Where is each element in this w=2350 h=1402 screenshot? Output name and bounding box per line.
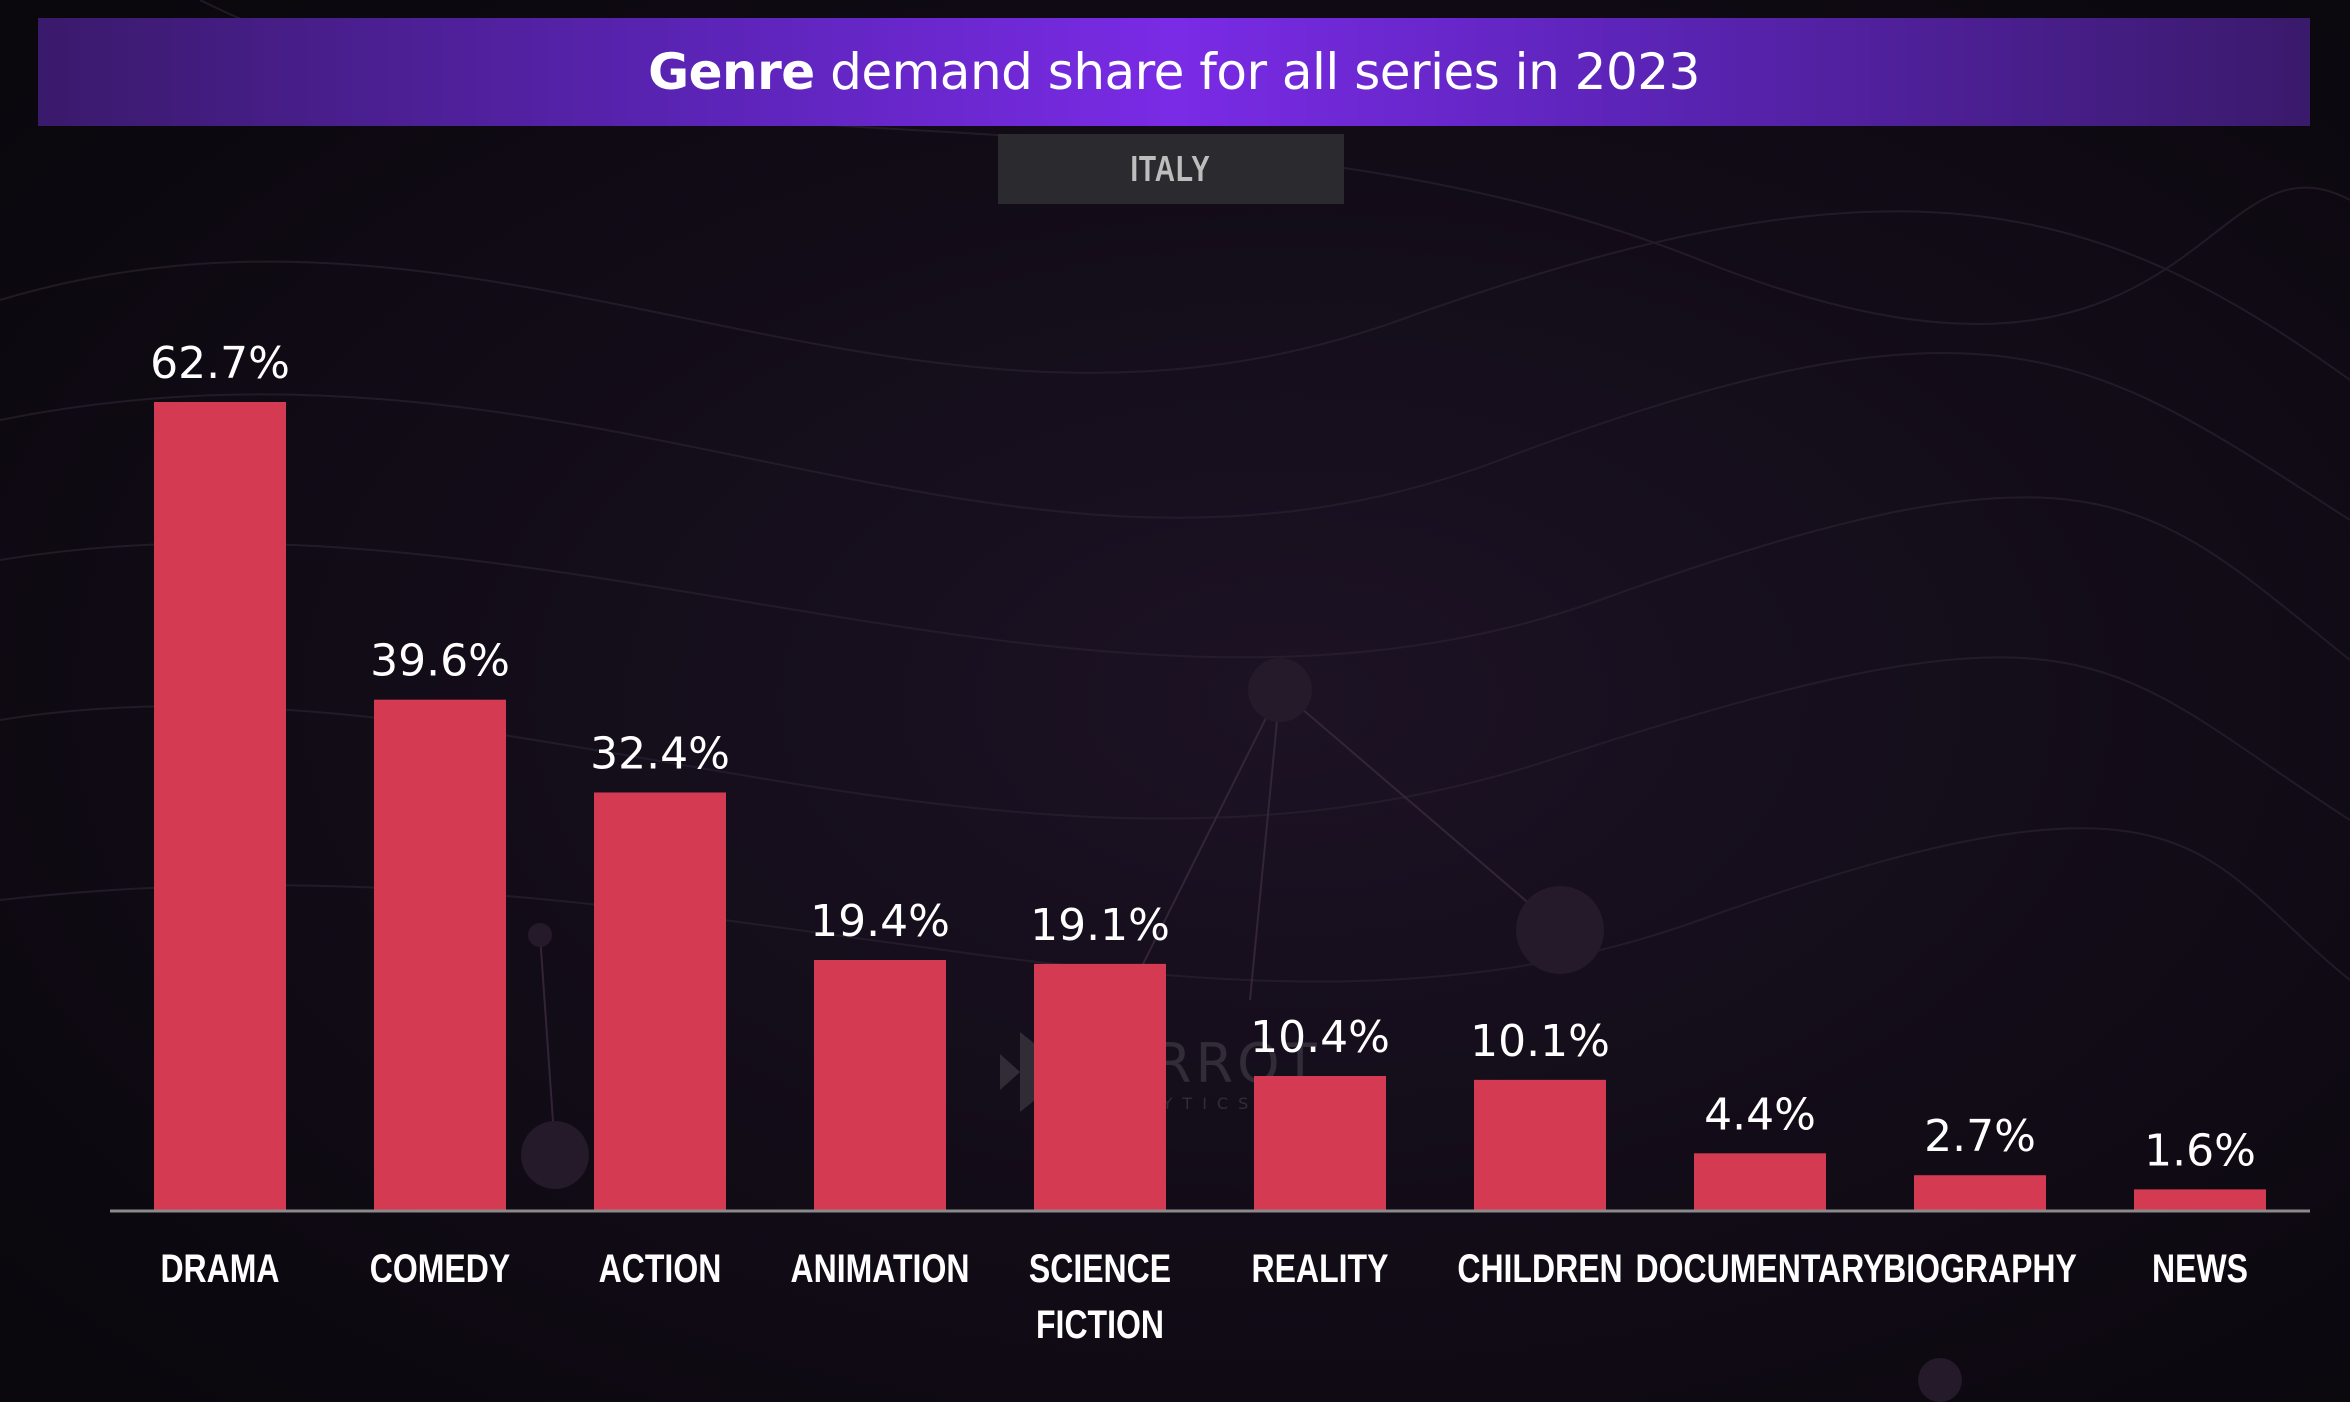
category-label-line: FICTION (1036, 1302, 1164, 1347)
category-label-children: CHILDREN (1457, 1246, 1622, 1291)
bar-animation (814, 959, 946, 1210)
bar-action (594, 792, 726, 1210)
category-label-line: REALITY (1252, 1246, 1389, 1291)
chart-title: Genre demand share for all series in 202… (648, 43, 1700, 101)
category-label-news: NEWS (2152, 1246, 2248, 1291)
bar-comedy (374, 699, 506, 1210)
value-label-science-fiction: 19.1% (1030, 900, 1170, 951)
value-label-biography: 2.7% (1924, 1111, 2036, 1162)
category-label-line: DOCUMENTARY (1636, 1246, 1885, 1291)
category-label-action: ACTION (599, 1246, 722, 1291)
category-label-line: CHILDREN (1457, 1246, 1622, 1291)
bar-documentary (1694, 1153, 1826, 1210)
bar-children (1474, 1079, 1606, 1210)
value-label-children: 10.1% (1470, 1016, 1610, 1067)
value-label-drama: 62.7% (150, 338, 290, 389)
category-label-line: ANIMATION (791, 1246, 970, 1291)
category-label-line: ACTION (599, 1246, 722, 1291)
title-bar: Genre demand share for all series in 202… (38, 18, 2310, 126)
bar-drama (154, 402, 286, 1210)
value-label-comedy: 39.6% (370, 636, 510, 687)
value-label-documentary: 4.4% (1704, 1089, 1816, 1140)
category-label-line: COMEDY (370, 1246, 510, 1291)
bar-reality (1254, 1075, 1386, 1210)
value-label-news: 1.6% (2144, 1125, 2256, 1176)
bar-news (2134, 1189, 2266, 1210)
category-label-line: BIOGRAPHY (1883, 1246, 2077, 1291)
category-label-biography: BIOGRAPHY (1883, 1246, 2077, 1291)
country-label: ITALY (1130, 148, 1212, 189)
chart-title-rest: demand share for all series in 2023 (814, 43, 1700, 101)
category-label-animation: ANIMATION (791, 1246, 970, 1291)
value-label-action: 32.4% (590, 728, 730, 779)
category-label-line: NEWS (2152, 1246, 2248, 1291)
value-label-reality: 10.4% (1250, 1012, 1390, 1063)
chart-title-emphasis: Genre (648, 43, 815, 101)
category-label-drama: DRAMA (160, 1246, 279, 1291)
bar-biography (1914, 1175, 2046, 1210)
category-label-documentary: DOCUMENTARY (1636, 1246, 1885, 1291)
category-label-comedy: COMEDY (370, 1246, 510, 1291)
category-label-reality: REALITY (1252, 1246, 1389, 1291)
value-label-animation: 19.4% (810, 896, 950, 947)
category-label-line: DRAMA (160, 1246, 279, 1291)
category-label-science-fiction: SCIENCE FICTION (1029, 1246, 1171, 1347)
bar-science-fiction (1034, 963, 1166, 1210)
category-label-line: SCIENCE (1029, 1246, 1171, 1291)
country-label-box: ITALY (998, 134, 1344, 204)
